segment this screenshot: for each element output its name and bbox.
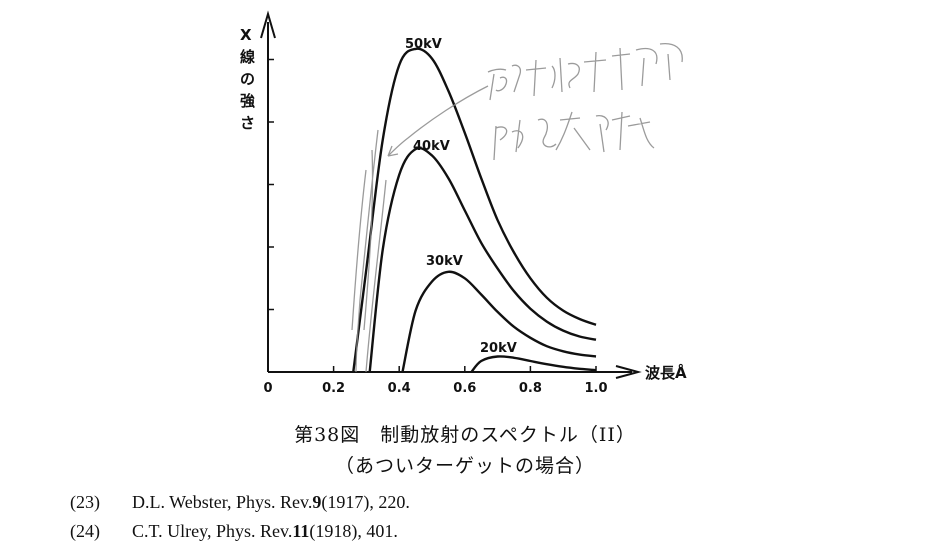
x-tick-label: 0.8: [519, 381, 542, 396]
figure-subcaption: （あついターゲットの場合）: [334, 455, 595, 477]
series-label-40kv: 40kV: [413, 139, 450, 154]
x-ticks: 0 0.2 0.4 0.6 0.8 1.0: [263, 366, 608, 396]
x-tick-label: 0.4: [388, 381, 411, 396]
reference-rest: (1917), 220.: [321, 492, 410, 512]
x-tick-label: 0.2: [322, 381, 345, 396]
y-ticks: [268, 58, 274, 311]
reference-23: (23) D.L. Webster, Phys. Rev. 9 (1917), 2…: [70, 492, 410, 513]
reference-volume: 11: [292, 521, 310, 541]
figure-caption: 第38図 制動放射のスペクトル（II）: [294, 424, 636, 446]
x-axis-label: 波長Å: [645, 363, 687, 382]
x-tick-label: 0: [263, 381, 272, 396]
reference-text: C.T. Ulrey, Phys. Rev.: [132, 521, 293, 541]
series-group: [352, 47, 597, 373]
reference-24: (24) C.T. Ulrey, Phys. Rev. 11 (1918), 40…: [70, 521, 398, 542]
x-axis-arrow: [615, 365, 642, 379]
series-line-30kv: [401, 270, 597, 373]
spectrum-chart: 0 0.2 0.4 0.6 0.8 1.0 50kV 40kV 30kV 20kV X 線の…: [240, 10, 687, 396]
handwritten-note: [351, 42, 683, 373]
reference-number: (23): [70, 492, 100, 512]
x-tick-label: 0.6: [453, 381, 476, 396]
series-line-50kv: [352, 47, 597, 373]
series-line-40kv: [368, 146, 597, 373]
series-label-20kv: 20kV: [480, 341, 517, 356]
series-label-30kv: 30kV: [426, 254, 463, 269]
reference-volume: 9: [312, 492, 322, 512]
reference-rest: (1918), 401.: [309, 521, 398, 541]
x-tick-label: 1.0: [584, 381, 607, 396]
series-label-50kv: 50kV: [405, 37, 442, 52]
y-axis-label: X 線の強さ: [240, 26, 255, 132]
reference-text: D.L. Webster, Phys. Rev.: [132, 492, 313, 512]
series-line-20kv: [470, 355, 597, 373]
y-axis-arrow: [260, 10, 276, 39]
reference-number: (24): [70, 521, 100, 541]
